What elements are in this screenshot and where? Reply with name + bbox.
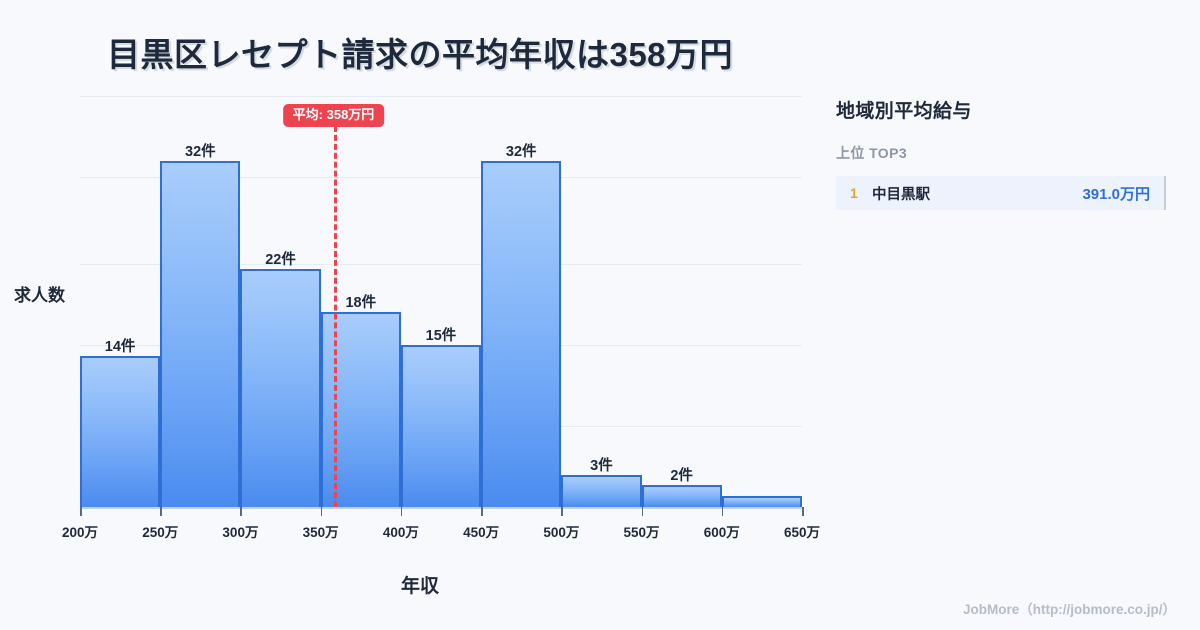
bar xyxy=(721,496,802,507)
x-tick-mark xyxy=(240,507,242,516)
x-tick-label: 250万 xyxy=(142,525,179,540)
x-tick-mark xyxy=(721,507,724,516)
side-panel-title: 地域別平均給与 xyxy=(836,101,972,122)
x-tick-label: 450万 xyxy=(463,525,500,540)
bar-value-label: 14件 xyxy=(104,338,136,355)
x-tick-mark xyxy=(160,507,162,516)
x-tick-label: 650万 xyxy=(783,525,821,540)
x-axis-title: 年収 xyxy=(400,576,439,597)
bar-value-label: 15件 xyxy=(425,327,457,344)
average-badge: 平均: 358万円 xyxy=(282,104,385,128)
rank-number: 1 xyxy=(850,185,858,201)
x-tick-mark xyxy=(400,507,403,516)
x-axis-baseline xyxy=(80,507,802,509)
average-line xyxy=(333,126,337,507)
bar-value-label: 22件 xyxy=(265,252,296,269)
x-tick-label: 500万 xyxy=(543,525,580,540)
bar-value-label: 32件 xyxy=(505,144,537,161)
bar xyxy=(641,485,722,507)
side-panel: 地域別平均給与 上位 TOP3 1 中目黒駅 391.0万円 xyxy=(836,96,1166,210)
gridline xyxy=(80,177,802,179)
histogram-chart: 200万 250万 300万 350万 400万 450万 500万 550万 600万 650万… xyxy=(14,96,821,597)
x-tick-mark xyxy=(802,507,804,516)
bar-value-label: 32件 xyxy=(185,144,216,161)
bar xyxy=(400,344,482,507)
x-tick-mark xyxy=(80,507,82,516)
rank-name: 中目黒駅 xyxy=(872,186,930,203)
x-tick-mark xyxy=(320,507,323,516)
bar xyxy=(561,474,642,507)
bar xyxy=(160,161,241,507)
page-title: 目黒区レセプト請求の平均年収は358万円 xyxy=(106,36,734,73)
rank-list: 1 中目黒駅 391.0万円 xyxy=(836,176,1166,210)
bar xyxy=(481,161,562,507)
side-panel-subtitle: 上位 TOP3 xyxy=(836,145,908,161)
x-tick-label: 300万 xyxy=(222,525,259,540)
x-tick-label: 200万 xyxy=(61,525,99,540)
x-tick-mark xyxy=(561,507,563,516)
footer-credit: JobMore（http://jobmore.co.jp/） xyxy=(963,602,1176,617)
bar-value-label: 18件 xyxy=(345,295,377,312)
rank-row[interactable]: 1 中目黒駅 391.0万円 xyxy=(836,176,1166,210)
bar-value-label: 2件 xyxy=(670,468,693,485)
rank-value: 391.0万円 xyxy=(1082,185,1150,203)
x-tick-label: 350万 xyxy=(302,525,339,540)
bar xyxy=(80,355,161,507)
x-tick-mark xyxy=(481,507,483,516)
x-tick-mark xyxy=(641,507,644,516)
bar-value-label: 3件 xyxy=(590,457,613,474)
x-tick-label: 600万 xyxy=(703,525,740,540)
gridline xyxy=(80,96,802,98)
x-tick-label: 550万 xyxy=(623,525,660,540)
gridline xyxy=(80,263,802,265)
x-tick-label: 400万 xyxy=(382,525,419,540)
bar xyxy=(240,269,321,507)
y-axis-title: 求人数 xyxy=(14,286,65,305)
